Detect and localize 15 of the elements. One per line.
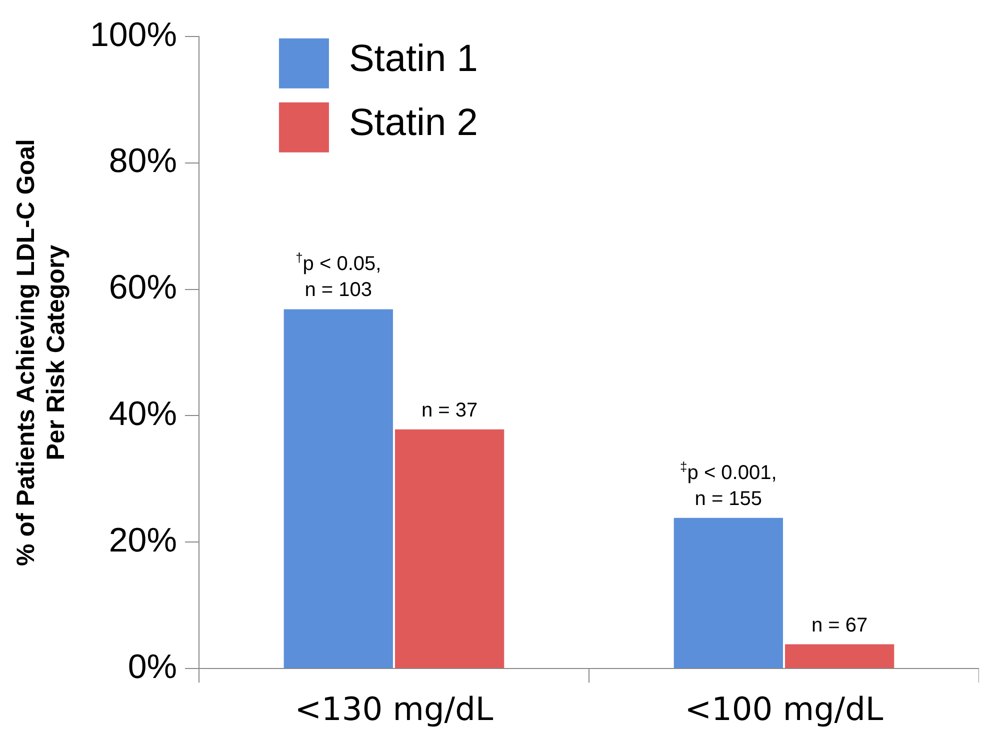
- y-axis-title: % of Patients Achieving LDL-C Goal Per Risk Category: [12, 139, 70, 566]
- x-tick-label: <100 mg/dL: [684, 690, 884, 728]
- y-tick-label: 20%: [108, 522, 177, 560]
- y-tick-label: 80%: [108, 142, 177, 180]
- y-tick-label: 40%: [108, 395, 177, 434]
- x-tick-label: <130 mg/dL: [294, 690, 494, 728]
- annotation: ‡p < 0.001, n = 155: [680, 458, 777, 510]
- y-tick-label: 60%: [108, 268, 177, 307]
- legend-label: Statin 1: [348, 38, 478, 80]
- y-tick-label: 0%: [128, 648, 177, 686]
- annotation: †p < 0.05, n = 103: [296, 250, 382, 302]
- annotation: n = 37: [421, 399, 478, 422]
- legend-label: Statin 2: [348, 102, 478, 144]
- annotation: n = 67: [811, 614, 868, 636]
- y-tick-label: 100%: [90, 16, 177, 54]
